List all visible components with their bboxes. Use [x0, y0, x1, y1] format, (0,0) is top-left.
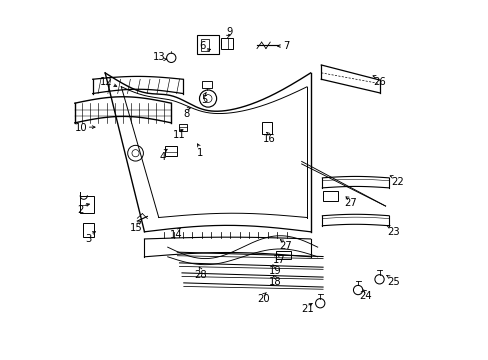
Bar	[165, 147, 176, 156]
Text: 3: 3	[85, 234, 91, 244]
Text: 23: 23	[386, 227, 399, 237]
Text: 12: 12	[100, 77, 112, 87]
Text: 10: 10	[75, 123, 87, 133]
Text: 22: 22	[390, 177, 403, 187]
Text: 4: 4	[160, 152, 166, 162]
Text: 25: 25	[386, 277, 399, 287]
Text: 20: 20	[256, 294, 269, 303]
Text: 27: 27	[344, 198, 357, 208]
Text: 28: 28	[194, 270, 207, 280]
Text: 21: 21	[301, 304, 314, 314]
Text: 8: 8	[183, 109, 189, 119]
Bar	[197, 35, 219, 54]
Bar	[261, 122, 271, 134]
Text: 17: 17	[273, 255, 285, 265]
Text: 9: 9	[226, 27, 232, 37]
Bar	[80, 196, 94, 213]
Bar	[323, 192, 337, 201]
Text: 5: 5	[201, 95, 207, 105]
Text: 11: 11	[173, 130, 185, 140]
Text: 13: 13	[153, 52, 165, 62]
Text: 19: 19	[268, 266, 281, 276]
Text: 26: 26	[372, 77, 385, 87]
Text: 16: 16	[262, 134, 275, 144]
Bar	[221, 38, 232, 49]
Text: 7: 7	[283, 41, 289, 51]
Text: 27: 27	[279, 241, 291, 251]
Bar	[83, 223, 94, 237]
Bar	[179, 123, 187, 131]
Text: 15: 15	[130, 223, 142, 233]
Text: 1: 1	[196, 148, 203, 158]
Text: 14: 14	[169, 230, 182, 240]
Bar	[201, 39, 208, 51]
Text: 2: 2	[78, 205, 84, 215]
Bar	[275, 251, 290, 259]
Text: 6: 6	[199, 41, 205, 51]
Bar	[202, 81, 212, 88]
Text: 24: 24	[358, 291, 371, 301]
Text: 18: 18	[268, 277, 281, 287]
